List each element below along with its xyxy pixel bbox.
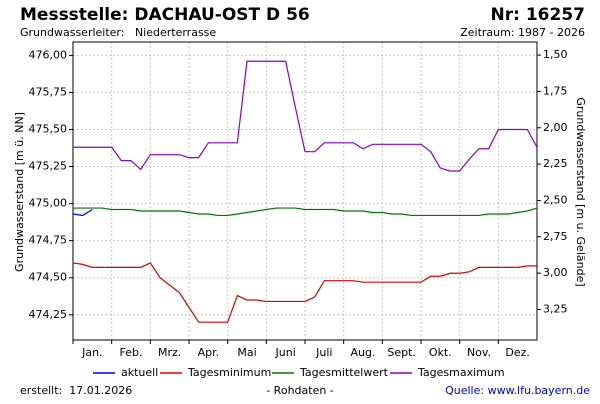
x-tick-label: Juli [315,346,332,359]
x-tick-label: Okt. [429,346,452,359]
y-tick-label: 475,50 [29,122,68,135]
y2-tick-label: 2,75 [543,230,568,243]
x-tick-label: Apr. [198,346,220,359]
series-line [72,209,93,217]
station-number: Nr: 16257 [491,5,585,25]
y2-tick-label: 2,00 [543,121,568,134]
y-tick-label: 474,75 [29,234,68,247]
series-line [72,262,537,323]
plot-frame [72,41,538,341]
y2-tick-label: 2,25 [543,157,568,170]
x-tick-label: Mrz. [158,346,181,359]
series-line [73,207,538,217]
created-date: erstellt: 17.01.2026 [20,384,132,397]
y2-tick-label: 3,00 [543,266,568,279]
y-tick-label: 475,00 [29,197,68,210]
y-tick-label: 475,25 [29,160,68,173]
y2-axis-label: Grundwasserstand [m u. Gelände] [574,97,587,286]
series-line [73,60,538,172]
x-tick-label: Nov. [467,346,491,359]
y2-tick-label: 1,75 [543,84,568,97]
y2-tick-label: 1,50 [543,48,568,61]
data-note: - Rohdaten - [266,384,334,397]
legend-label: Tagesminimum [187,366,271,379]
x-tick-label: Feb. [120,346,143,359]
x-tick-label: Aug. [351,346,376,359]
x-tick-label: Dez. [505,346,530,359]
chart-title: Messstelle: DACHAU-OST D 56 [20,5,310,25]
y2-tick-label: 3,25 [543,302,568,315]
legend-label: Tagesmittelwert [299,366,389,379]
y2-tick-label: 2,50 [543,193,568,206]
y-tick-label: 474,25 [29,308,68,321]
y-axis-label: Grundwasserstand [m ü. NN] [13,112,26,272]
x-tick-label: Sept. [387,346,416,359]
legend-label: Tagesmaximum [417,366,505,379]
x-tick-label: Juni [275,346,296,359]
source-link[interactable]: Quelle: www.lfu.bayern.de [445,384,590,397]
aquifer: Grundwasserleiter: Niederterrasse [20,26,216,39]
y-tick-label: 476,00 [29,48,68,61]
y-tick-label: 475,75 [29,85,68,98]
x-tick-label: Mai [237,346,256,359]
x-tick-label: Jan. [81,346,102,359]
y-tick-label: 474,50 [29,271,68,284]
period: Zeitraum: 1987 - 2026 [460,26,585,39]
legend-label: aktuell [121,366,158,379]
